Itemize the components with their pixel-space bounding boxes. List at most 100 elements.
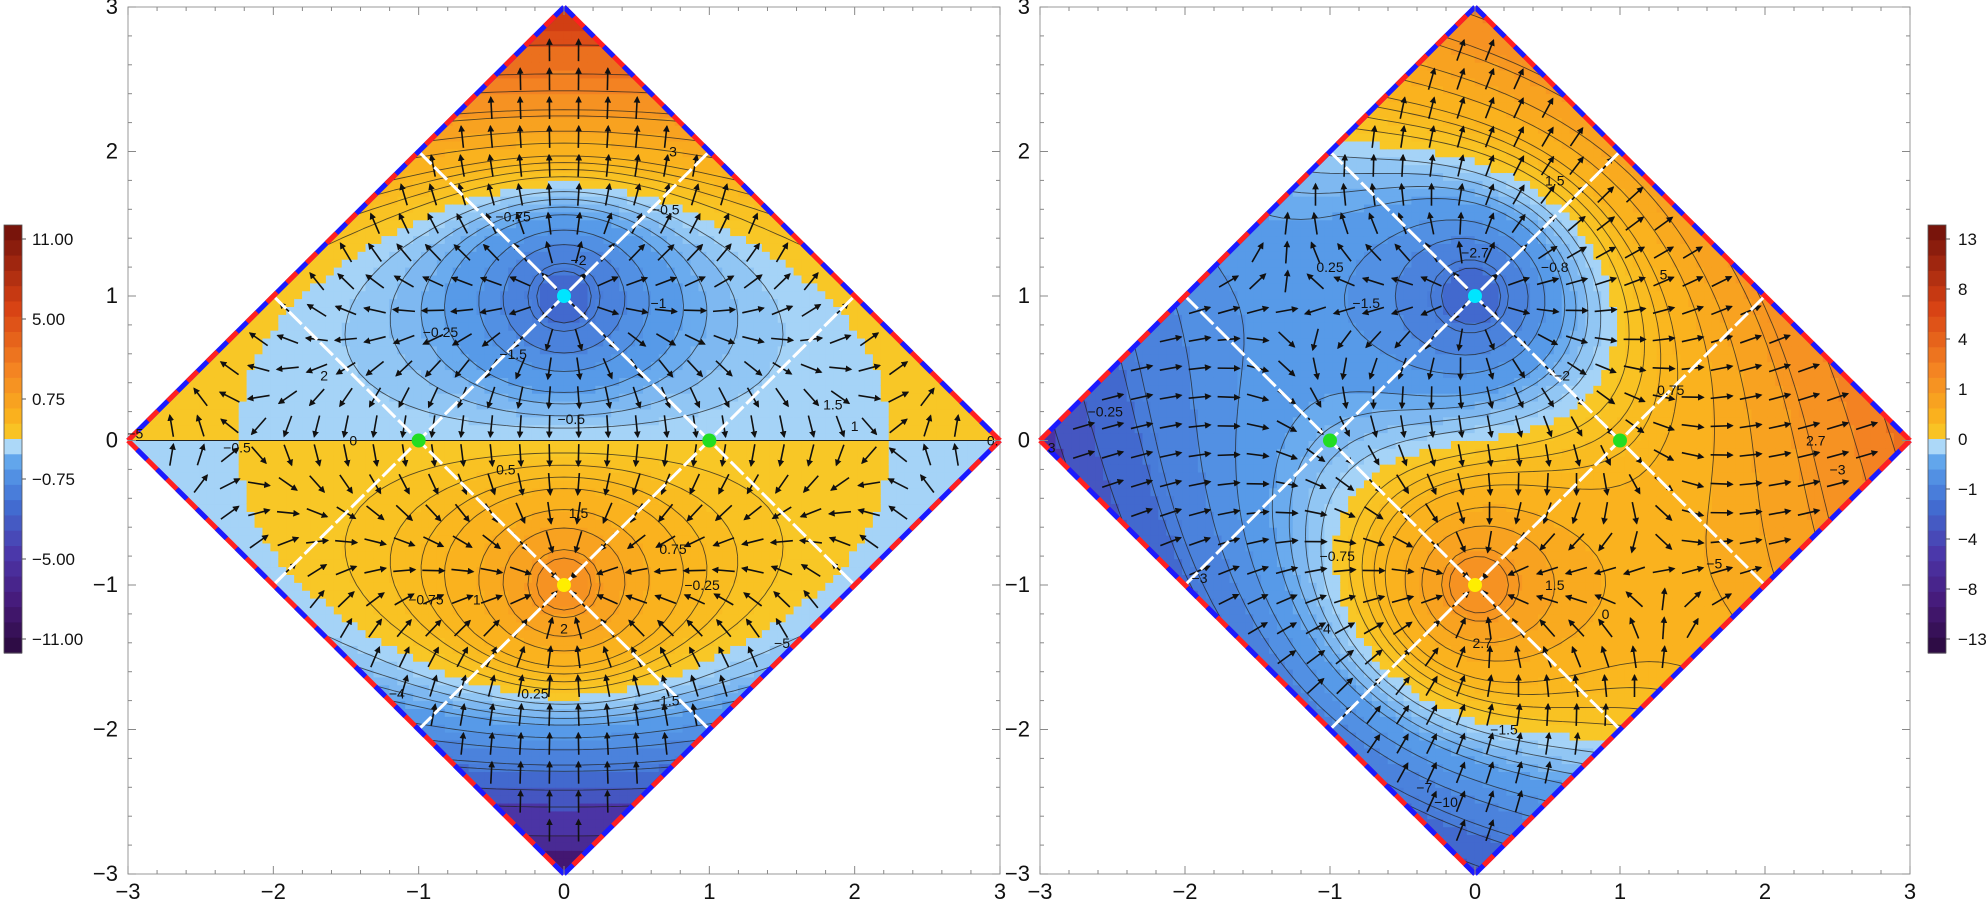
- field-cell: [389, 613, 399, 623]
- field-cell: [531, 109, 541, 118]
- field-cell: [547, 132, 557, 142]
- field-cell: [642, 424, 652, 434]
- field-cell: [476, 306, 486, 315]
- field-cell: [579, 747, 589, 757]
- field-cell: [603, 274, 613, 284]
- field-cell: [642, 329, 652, 339]
- field-cell: [341, 251, 351, 260]
- field-cell: [658, 526, 668, 536]
- field-cell: [413, 400, 422, 410]
- field-cell: [531, 180, 541, 189]
- field-cell: [516, 203, 525, 213]
- field-cell: [333, 550, 343, 560]
- field-cell: [302, 361, 311, 371]
- field-cell: [317, 321, 327, 331]
- field-cell: [579, 787, 589, 796]
- field-cell: [674, 345, 684, 355]
- field-cell: [222, 400, 232, 410]
- field-cell: [508, 345, 517, 355]
- field-cell: [436, 369, 446, 378]
- field-cell: [492, 219, 502, 229]
- field-cell: [421, 377, 430, 386]
- field-cell: [563, 101, 573, 110]
- field-cell: [349, 455, 359, 465]
- field-cell: [484, 377, 494, 386]
- field-cell: [436, 203, 446, 213]
- field-cell: [294, 416, 303, 426]
- field-cell: [571, 716, 581, 725]
- field-cell: [476, 164, 486, 174]
- field-cell: [539, 448, 549, 457]
- field-cell: [603, 550, 613, 560]
- field-cell: [714, 542, 724, 552]
- field-cell: [381, 487, 391, 497]
- field-cell: [508, 85, 517, 95]
- field-cell: [421, 526, 430, 536]
- field-cell: [349, 526, 359, 536]
- field-cell: [531, 172, 541, 181]
- field-cell: [563, 818, 573, 828]
- field-cell: [405, 235, 414, 244]
- field-cell: [262, 400, 272, 410]
- field-cell: [317, 455, 327, 465]
- field-cell: [635, 755, 644, 765]
- field-cell: [674, 408, 684, 418]
- field-cell: [579, 842, 589, 851]
- field-cell: [500, 195, 510, 205]
- field-cell: [397, 187, 406, 197]
- field-cell: [682, 282, 692, 292]
- field-cell: [531, 653, 541, 662]
- field-cell: [199, 424, 208, 434]
- field-cell: [278, 487, 288, 497]
- field-cell: [421, 716, 430, 725]
- field-cell: [627, 723, 636, 733]
- field-cell: [333, 558, 343, 568]
- field-cell: [666, 314, 676, 323]
- field-cell: [579, 377, 589, 386]
- field-cell: [214, 377, 224, 386]
- field-cell: [682, 582, 692, 591]
- field-cell: [627, 77, 636, 87]
- field-cell: [365, 463, 375, 473]
- field-cell: [524, 101, 533, 110]
- field-cell: [270, 424, 280, 434]
- field-cell: [619, 195, 628, 205]
- field-cell: [642, 392, 652, 402]
- field-cell: [357, 605, 367, 615]
- field-cell: [611, 314, 620, 323]
- field-cell: [500, 353, 510, 363]
- field-cell: [262, 448, 272, 457]
- field-cell: [611, 408, 620, 418]
- field-cell: [262, 345, 272, 355]
- field-cell: [531, 519, 541, 528]
- field-cell: [310, 314, 319, 323]
- field-cell: [294, 589, 303, 599]
- field-cell: [310, 306, 319, 315]
- field-cell: [310, 385, 319, 394]
- field-cell: [389, 589, 399, 599]
- field-cell: [286, 432, 295, 441]
- field-cell: [516, 274, 525, 284]
- field-cell: [381, 369, 391, 378]
- field-cell: [500, 392, 510, 402]
- field-cell: [452, 440, 462, 449]
- field-cell: [571, 479, 581, 489]
- field-cell: [531, 195, 541, 205]
- field-cell: [539, 842, 549, 851]
- field-cell: [373, 479, 383, 489]
- field-cell: [436, 660, 446, 670]
- field-cell: [413, 613, 422, 623]
- field-cell: [428, 298, 438, 308]
- field-cell: [452, 495, 462, 505]
- field-cell: [563, 857, 573, 867]
- field-cell: [246, 416, 256, 426]
- field-cell: [373, 321, 383, 331]
- field-cell: [468, 582, 478, 591]
- field-cell: [571, 195, 581, 205]
- field-cell: [357, 243, 367, 252]
- field-cell: [698, 660, 708, 670]
- field-cell: [373, 637, 383, 646]
- field-cell: [349, 550, 359, 560]
- field-cell: [254, 448, 264, 457]
- field-cell: [270, 408, 280, 418]
